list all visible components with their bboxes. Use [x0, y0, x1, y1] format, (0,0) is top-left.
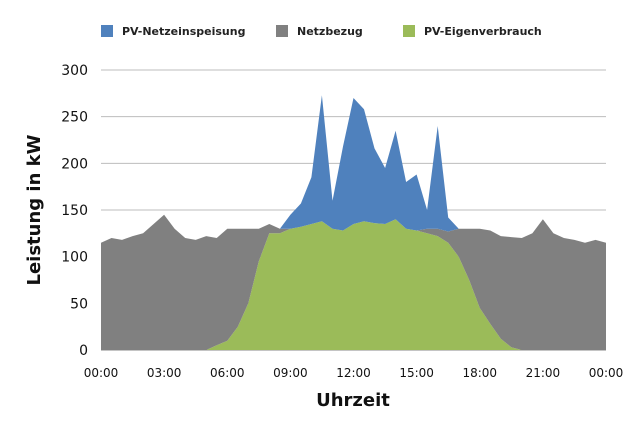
area-netzbezug	[101, 214, 606, 350]
area-pv-netzeinspeisung	[101, 95, 606, 243]
y-tick-label: 50	[70, 296, 88, 312]
legend-item-netzbezug: Netzbezug	[276, 25, 363, 38]
legend-item-pv-eigenverbrauch: PV-Eigenverbrauch	[403, 25, 542, 38]
legend: PV-Netzeinspeisung Netzbezug PV-Eigenver…	[101, 25, 542, 38]
x-tick-label: 21:00	[526, 366, 561, 380]
x-tick-label: 09:00	[273, 366, 308, 380]
legend-label: PV-Netzeinspeisung	[122, 25, 245, 38]
legend-label: Netzbezug	[297, 25, 363, 38]
x-tick-label: 18:00	[462, 366, 497, 380]
y-tick-label: 250	[61, 110, 88, 126]
x-tick-label: 06:00	[210, 366, 245, 380]
x-axis-ticks: 00:00 03:00 06:00 09:00 12:00 15:00 18:00 21:00…	[84, 366, 624, 380]
legend-swatch	[101, 25, 113, 37]
y-axis-ticks: 0 50 100 150 200 250 300	[61, 63, 88, 359]
x-axis-title: Uhrzeit	[316, 390, 390, 411]
y-tick-label: 100	[61, 250, 88, 266]
legend-item-pv-netzeinspeisung: PV-Netzeinspeisung	[101, 25, 245, 38]
x-tick-label: 12:00	[336, 366, 371, 380]
y-tick-label: 150	[61, 203, 88, 219]
stacked-areas	[101, 95, 606, 350]
y-tick-label: 200	[61, 156, 88, 172]
legend-label: PV-Eigenverbrauch	[424, 25, 542, 38]
legend-swatch	[276, 25, 288, 37]
y-axis-title: Leistung in kW	[24, 134, 45, 285]
area-pv-eigenverbrauch	[101, 219, 606, 350]
x-tick-label: 00:00	[589, 366, 624, 380]
x-tick-label: 00:00	[84, 366, 119, 380]
x-tick-label: 03:00	[147, 366, 182, 380]
y-tick-label: 300	[61, 63, 88, 79]
x-tick-label: 15:00	[399, 366, 434, 380]
legend-swatch	[403, 25, 415, 37]
y-tick-label: 0	[79, 343, 88, 359]
